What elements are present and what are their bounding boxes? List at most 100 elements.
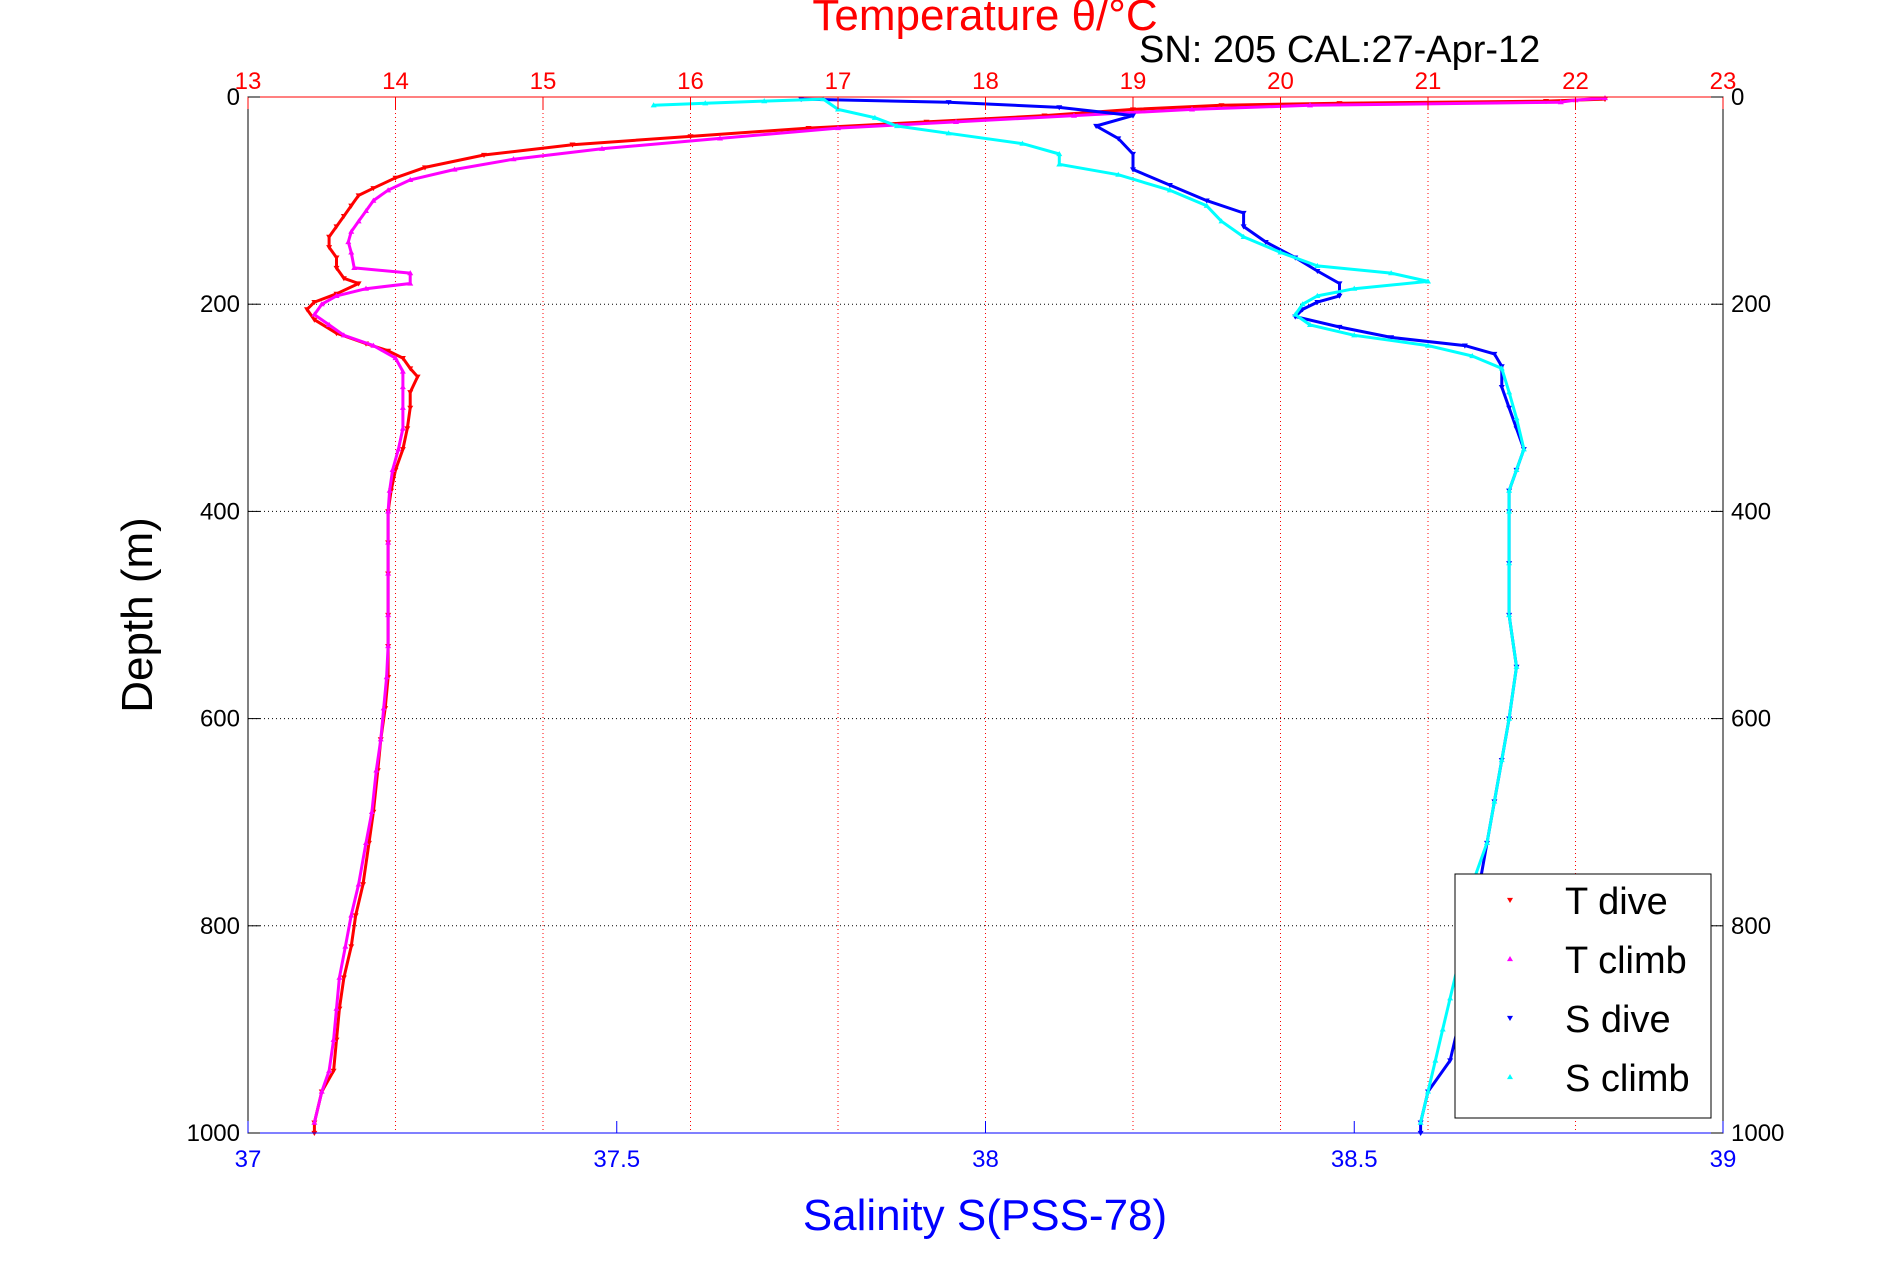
data-point-t-climb [407,176,414,182]
data-point-s-dive [1130,151,1136,157]
depth-tick-label-right: 400 [1731,498,1771,525]
legend-marker [1507,1015,1513,1021]
legend-marker [1507,1074,1513,1080]
series-line-s-climb [653,97,1526,1123]
data-point-s-climb [1513,415,1520,421]
depth-tick-label-right: 0 [1731,84,1744,111]
y-axis-label: Depth (m) [113,517,162,713]
depth-tick-label-right: 200 [1731,291,1771,318]
data-point-t-dive [360,882,367,888]
data-point-s-climb [1351,332,1358,338]
data-point-s-dive [1056,105,1063,111]
data-point-s-climb [1513,466,1520,473]
data-point-t-dive [404,426,411,432]
grid-layer [248,97,1723,1133]
data-point-t-climb [407,270,414,276]
data-point-t-climb [370,197,377,203]
legend: T dive T climb S dive S climb [1454,873,1712,1119]
data-point-t-climb [363,285,369,291]
data-point-t-climb [386,487,393,493]
data-point-t-climb [377,736,384,742]
data-point-t-climb [835,125,841,131]
temperature-tick-label: 14 [382,68,409,95]
salinity-tick-label: 37.5 [593,1146,640,1173]
data-point-s-climb [1056,150,1063,157]
data-point-s-dive [1314,268,1321,275]
data-point-t-climb [385,612,392,618]
depth-tick-label-left: 400 [200,498,240,525]
data-point-t-climb [363,839,369,846]
data-point-s-climb [1388,270,1395,276]
temperature-tick-label: 13 [235,68,262,95]
chart-subtitle: SN: 205 CAL:27-Apr-12 [1139,29,1540,71]
data-point-t-climb [326,321,333,328]
data-point-t-dive [422,165,428,171]
data-point-s-climb [1425,278,1431,284]
data-point-t-dive [805,125,812,132]
legend-marker [1507,897,1513,903]
data-point-s-climb [1498,365,1505,371]
data-point-t-dive [392,175,399,181]
data-point-t-climb [342,943,349,949]
data-point-s-climb [1425,1088,1431,1094]
legend-label: S climb [1565,1058,1690,1100]
data-point-t-climb [953,118,959,124]
temperature-tick-label: 23 [1710,68,1737,95]
data-point-s-dive [1166,182,1173,189]
data-point-t-climb [333,1005,340,1011]
data-point-s-dive [1461,343,1468,349]
data-point-t-climb [311,1119,318,1125]
data-point-t-dive [385,348,392,354]
data-point-s-climb [1498,757,1505,763]
data-point-s-climb [1166,187,1173,193]
data-point-s-climb [1506,487,1513,493]
data-point-t-climb [348,249,355,255]
data-point-s-dive [1336,324,1343,330]
data-point-t-dive [355,193,362,199]
salinity-tick-label: 37 [235,1146,262,1173]
data-point-t-climb [392,355,399,361]
data-point-t-dive [407,405,414,411]
data-point-t-dive [355,281,362,287]
data-point-t-climb [318,301,325,307]
data-point-t-climb [385,508,392,514]
series-line-t-climb [312,96,1606,1123]
depth-tick-label-left: 0 [227,84,240,111]
salinity-tick-label: 39 [1710,1146,1737,1173]
depth-tick-label-left: 600 [200,706,240,733]
data-point-t-climb [407,280,414,286]
data-point-t-dive [370,186,377,192]
data-point-s-dive [1130,113,1136,119]
data-point-s-dive [1093,123,1100,130]
data-point-t-climb [510,156,517,162]
temperature-tick-label: 20 [1267,68,1294,95]
data-point-t-climb [385,539,392,545]
data-point-t-climb [370,342,377,348]
data-point-t-climb [373,767,380,773]
data-point-t-climb [348,912,355,918]
data-point-s-climb [761,98,768,104]
data-point-t-climb [395,446,402,452]
data-point-t-climb [385,570,392,576]
data-point-s-climb [1277,249,1284,255]
data-point-s-climb [1417,1119,1424,1125]
salinity-tick-label: 38 [972,1146,999,1173]
data-point-t-dive [414,374,421,380]
legend-label: T climb [1565,940,1687,982]
data-point-t-dive [569,142,576,148]
temperature-tick-label: 17 [825,68,852,95]
data-point-t-climb [363,207,369,214]
depth-tick-label-left: 1000 [187,1120,240,1147]
data-point-s-dive [1203,198,1210,204]
data-point-t-dive [333,224,340,230]
data-point-t-climb [1602,95,1608,101]
temperature-tick-label: 16 [677,68,704,95]
data-point-t-climb [451,166,458,172]
data-point-s-climb [1203,202,1210,208]
data-point-s-climb [894,123,900,129]
data-point-s-climb [1299,301,1306,307]
depth-tick-label-left: 200 [200,291,240,318]
data-point-s-climb [1491,798,1498,804]
data-point-t-dive [687,134,694,140]
